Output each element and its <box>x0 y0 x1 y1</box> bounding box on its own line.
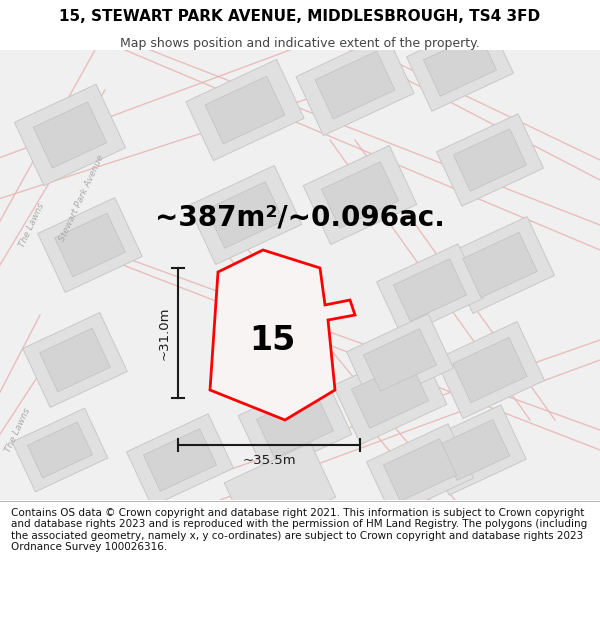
Text: Stewart Park Avenue: Stewart Park Avenue <box>58 153 106 242</box>
Polygon shape <box>383 439 457 501</box>
Polygon shape <box>454 129 527 191</box>
Text: 15: 15 <box>249 324 295 356</box>
Polygon shape <box>437 114 544 206</box>
Polygon shape <box>424 405 526 495</box>
Polygon shape <box>367 424 473 516</box>
Text: The Lawns: The Lawns <box>18 201 46 249</box>
Polygon shape <box>347 314 454 406</box>
Polygon shape <box>38 198 142 292</box>
Polygon shape <box>436 321 545 419</box>
Polygon shape <box>206 182 284 248</box>
Polygon shape <box>210 250 355 420</box>
Polygon shape <box>12 408 108 492</box>
Text: Map shows position and indicative extent of the property.: Map shows position and indicative extent… <box>120 37 480 50</box>
Polygon shape <box>364 329 437 391</box>
Polygon shape <box>224 442 336 538</box>
Polygon shape <box>315 51 395 119</box>
Polygon shape <box>352 362 428 428</box>
Polygon shape <box>186 59 304 161</box>
Text: ~387m²/~0.096ac.: ~387m²/~0.096ac. <box>155 204 445 232</box>
Polygon shape <box>377 244 484 336</box>
Polygon shape <box>453 338 527 402</box>
Polygon shape <box>296 34 414 136</box>
Polygon shape <box>40 328 110 392</box>
Polygon shape <box>205 76 285 144</box>
Polygon shape <box>424 34 497 96</box>
Polygon shape <box>445 216 554 314</box>
Polygon shape <box>188 166 302 264</box>
Polygon shape <box>14 84 125 186</box>
Polygon shape <box>55 213 125 277</box>
Polygon shape <box>28 422 92 478</box>
Polygon shape <box>394 259 467 321</box>
Polygon shape <box>238 376 352 474</box>
Polygon shape <box>440 419 510 481</box>
Text: The Lawns: The Lawns <box>4 406 32 454</box>
Polygon shape <box>463 232 537 298</box>
Polygon shape <box>23 312 127 408</box>
Text: ~35.5m: ~35.5m <box>242 454 296 468</box>
Polygon shape <box>322 162 398 228</box>
Polygon shape <box>127 414 233 506</box>
Text: Contains OS data © Crown copyright and database right 2021. This information is : Contains OS data © Crown copyright and d… <box>11 508 587 552</box>
Text: 15, STEWART PARK AVENUE, MIDDLESBROUGH, TS4 3FD: 15, STEWART PARK AVENUE, MIDDLESBROUGH, … <box>59 9 541 24</box>
Polygon shape <box>256 392 334 458</box>
Polygon shape <box>303 146 417 244</box>
Polygon shape <box>407 19 514 111</box>
Polygon shape <box>333 346 447 444</box>
Polygon shape <box>143 429 217 491</box>
Text: ~31.0m: ~31.0m <box>157 306 170 360</box>
Polygon shape <box>34 102 107 168</box>
